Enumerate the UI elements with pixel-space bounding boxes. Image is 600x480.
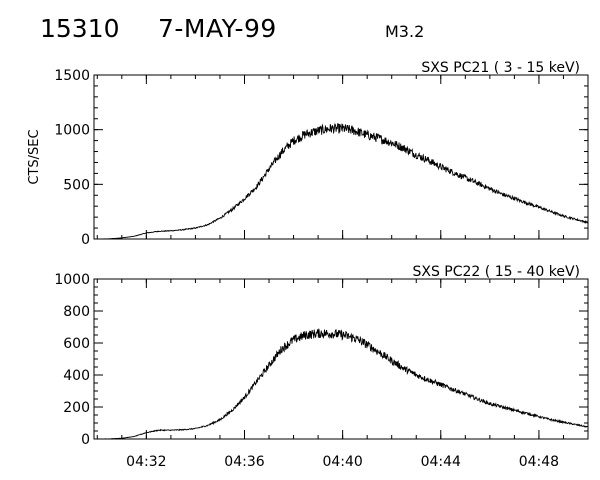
y-tick-label: 1500 [54, 68, 90, 84]
x-tick-label: 04:32 [126, 454, 166, 470]
y-tick-label: 1000 [54, 272, 90, 288]
y-tick-label: 0 [81, 232, 90, 248]
y-tick-label: 200 [63, 400, 90, 416]
flare-class: M3.2 [385, 22, 425, 41]
plot-frame-1 [93, 74, 589, 240]
y-tick-label: 500 [63, 177, 90, 193]
panel-title: SXS PC21 ( 3 - 15 keV) [421, 60, 580, 76]
x-tick-label: 04:48 [519, 454, 559, 470]
x-tick-label: 04:36 [224, 454, 264, 470]
x-tick-label: 04:40 [322, 454, 362, 470]
y-tick-label: 1000 [54, 123, 90, 139]
event-date: 7-MAY-99 [158, 14, 277, 43]
series-trace-2 [93, 328, 589, 440]
series-trace-1 [94, 122, 589, 240]
y-tick-label: 600 [63, 336, 90, 352]
y-axis-label: CTS/SEC [27, 129, 42, 184]
x-tick-label: 04:44 [421, 454, 461, 470]
y-tick-label: 0 [81, 432, 90, 448]
panel-title: SXS PC22 ( 15 - 40 keV) [412, 264, 580, 280]
y-tick-label: 800 [63, 304, 90, 320]
plot-frame-2 [93, 278, 589, 440]
y-tick-label: 400 [63, 368, 90, 384]
event-id: 15310 [40, 14, 120, 43]
